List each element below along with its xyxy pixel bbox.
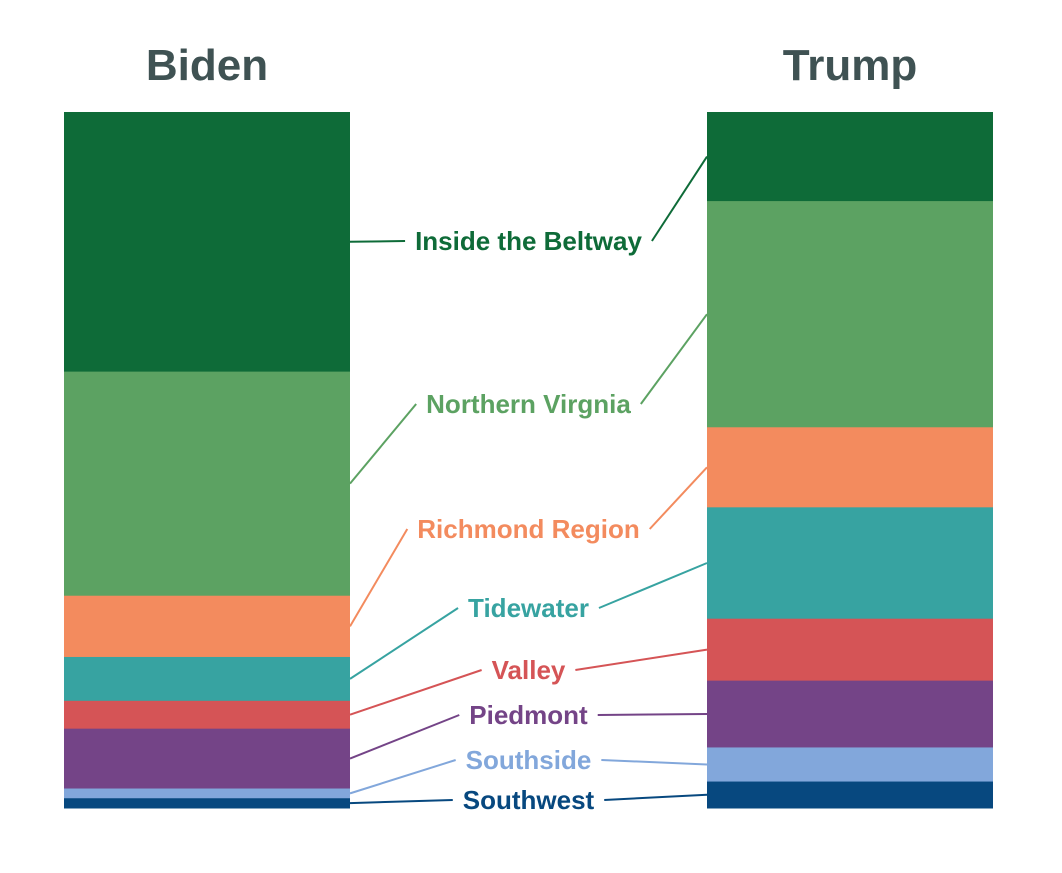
leader-trump-tidewater <box>598 562 708 609</box>
leader-biden-richmond-region <box>349 528 409 627</box>
segment-biden-inside-the-beltway <box>64 112 350 373</box>
segment-trump-southwest <box>707 781 993 809</box>
segment-trump-richmond-region <box>707 427 993 508</box>
leader-lines <box>349 155 708 805</box>
label-valley: Valley <box>492 655 566 685</box>
segment-trump-valley <box>707 618 993 682</box>
segment-trump-piedmont <box>707 680 993 748</box>
segment-trump-northern-virgnia <box>707 201 993 428</box>
label-northern-virgnia: Northern Virgnia <box>426 389 631 419</box>
label-inside-the-beltway: Inside the Beltway <box>415 226 642 256</box>
leader-trump-northern-virgnia <box>640 313 708 405</box>
leader-biden-valley <box>349 669 482 716</box>
segment-biden-valley <box>64 700 350 730</box>
leader-biden-northern-virgnia <box>349 403 417 485</box>
segment-biden-richmond-region <box>64 595 350 658</box>
leader-trump-inside-the-beltway <box>651 155 708 242</box>
bar-segments <box>64 112 993 809</box>
label-richmond-region: Richmond Region <box>417 514 639 544</box>
segment-trump-southside <box>707 747 993 783</box>
segment-trump-tidewater <box>707 507 993 620</box>
bar-title-trump: Trump <box>783 41 917 90</box>
segment-trump-inside-the-beltway <box>707 112 993 202</box>
leader-biden-southwest <box>349 799 453 805</box>
leader-biden-piedmont <box>349 714 460 760</box>
label-southside: Southside <box>466 745 592 775</box>
leader-biden-inside-the-beltway <box>349 240 406 243</box>
leader-trump-southside <box>601 759 708 766</box>
leader-trump-valley <box>575 648 708 671</box>
label-southwest: Southwest <box>463 785 595 815</box>
segment-biden-northern-virgnia <box>64 371 350 597</box>
leader-trump-richmond-region <box>648 466 708 530</box>
segment-biden-tidewater <box>64 656 350 702</box>
leader-biden-tidewater <box>349 607 459 680</box>
bar-title-biden: Biden <box>146 41 268 90</box>
leader-biden-southside <box>349 759 456 795</box>
segment-biden-piedmont <box>64 728 350 790</box>
region-labels: Inside the Beltway Northern Virgnia Richmo… <box>415 226 642 815</box>
segment-biden-southwest <box>64 798 350 809</box>
segment-biden-southside <box>64 788 350 799</box>
label-tidewater: Tidewater <box>468 593 589 623</box>
leader-trump-piedmont <box>597 713 708 716</box>
leader-trump-southwest <box>604 793 708 801</box>
label-piedmont: Piedmont <box>469 700 588 730</box>
